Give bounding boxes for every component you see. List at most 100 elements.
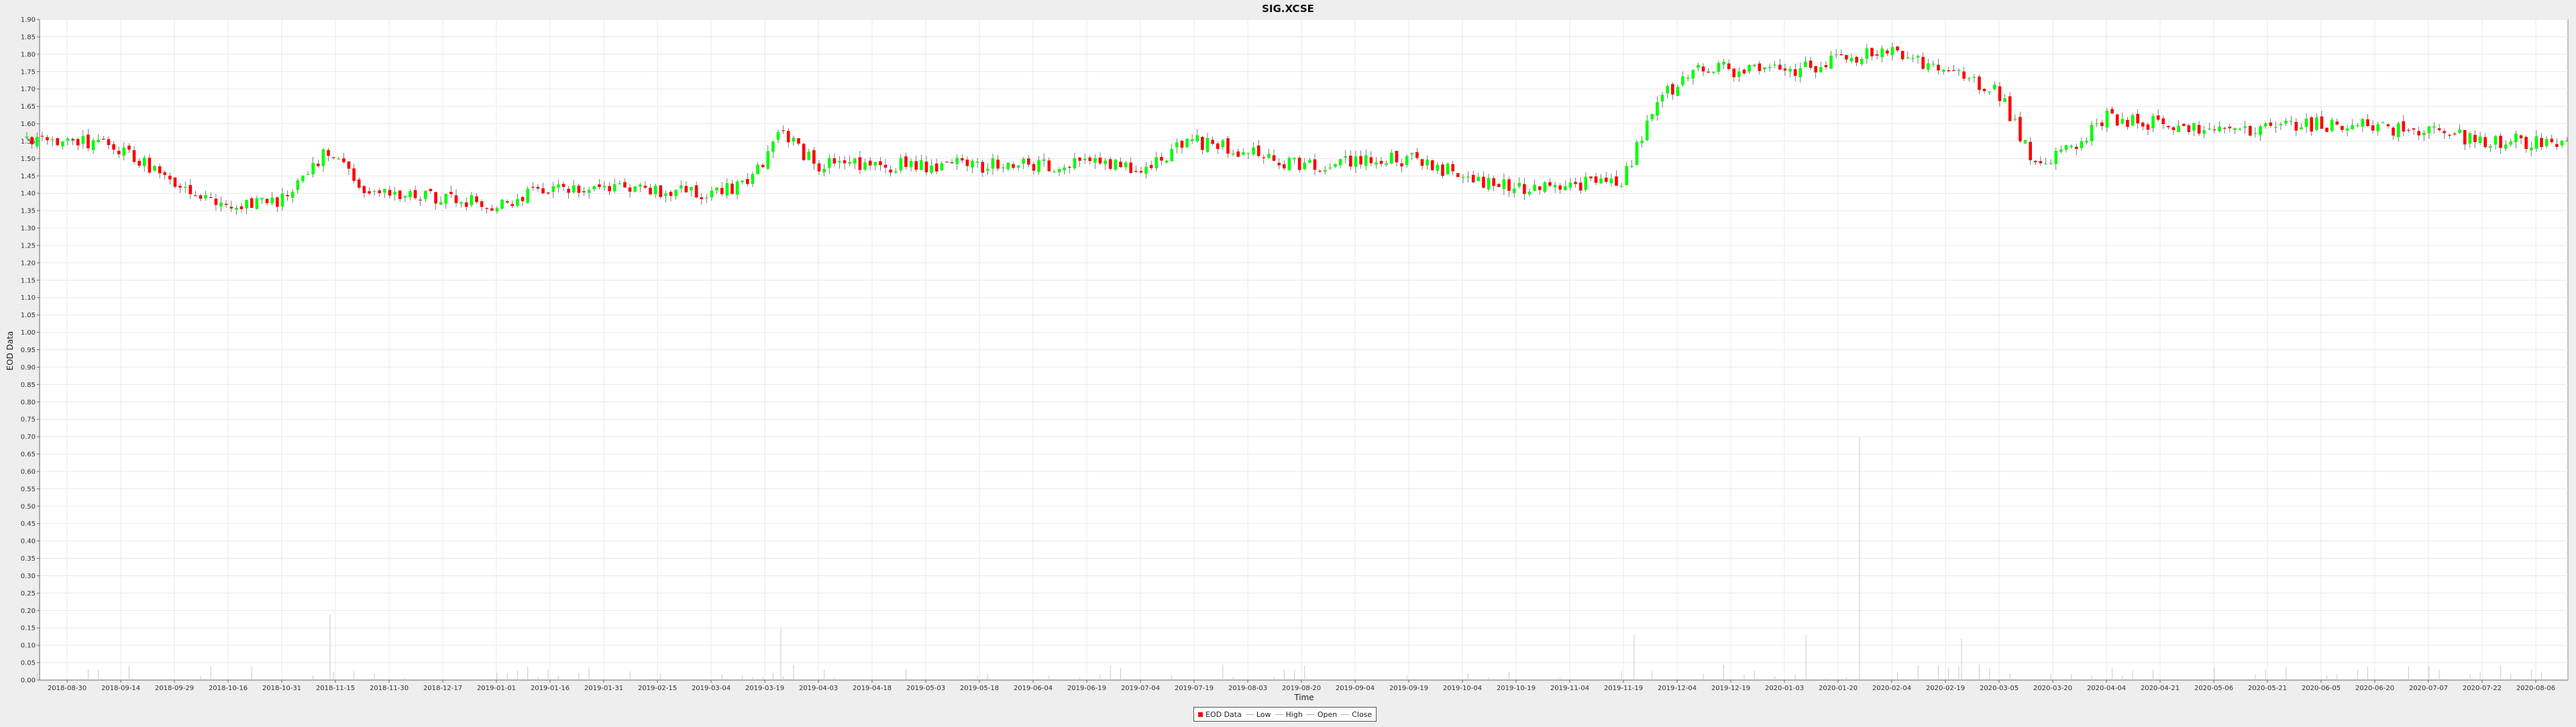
- legend-label-close: Close: [1352, 710, 1373, 719]
- candle-body: [541, 188, 545, 194]
- candle-body: [715, 187, 718, 191]
- candle-body: [1303, 162, 1307, 170]
- candle-body: [409, 190, 412, 197]
- y-tick-label: 1.30: [21, 225, 36, 233]
- candle-body: [2396, 123, 2400, 137]
- candle-body: [1937, 64, 1940, 71]
- y-tick-label: 1.70: [21, 86, 36, 93]
- candle-body: [1906, 57, 1910, 59]
- candle-body: [817, 163, 821, 172]
- candle-body: [2437, 128, 2441, 131]
- candle-body: [1839, 54, 1843, 56]
- x-tick-label: 2018-12-17: [423, 685, 462, 692]
- candle-body: [2351, 125, 2354, 129]
- x-tick-label: 2019-01-16: [531, 685, 570, 692]
- candle-body: [1216, 143, 1220, 149]
- candle-body: [592, 186, 596, 190]
- candle-body: [598, 184, 601, 187]
- candle-body: [132, 150, 136, 162]
- candle-body: [25, 136, 29, 138]
- candle-body: [1027, 158, 1030, 165]
- candle-body: [403, 196, 407, 198]
- legend-swatch-low: [1245, 714, 1254, 715]
- candle-body: [1793, 69, 1797, 76]
- candle-body: [2341, 125, 2344, 130]
- candle-body: [1415, 152, 1419, 158]
- candle-body: [838, 160, 841, 163]
- candle-body: [986, 168, 989, 171]
- candle-body: [1773, 64, 1777, 66]
- candle-body: [1849, 58, 1854, 62]
- candle-body: [1160, 156, 1163, 161]
- candle-body: [1788, 68, 1792, 72]
- candle-body: [1711, 71, 1715, 73]
- candle-body: [776, 132, 780, 140]
- candle-body: [2105, 111, 2109, 128]
- candle-body: [2269, 122, 2273, 126]
- candle-body: [2110, 109, 2114, 114]
- candle-body: [1149, 165, 1153, 168]
- candle-body: [1201, 137, 1204, 150]
- candle-body: [2090, 125, 2094, 142]
- candle-body: [1420, 159, 1424, 166]
- x-tick-label: 2020-01-03: [1765, 685, 1804, 692]
- candle-body: [924, 161, 928, 172]
- candle-body: [1523, 184, 1526, 194]
- candle-body: [1165, 160, 1169, 163]
- candle-body: [434, 192, 437, 204]
- candle-body: [1645, 120, 1649, 141]
- candle-body: [848, 162, 851, 164]
- candle-body: [1047, 160, 1051, 172]
- candle-body: [2177, 125, 2180, 132]
- candle-body: [1385, 163, 1388, 165]
- candle-body: [521, 197, 525, 201]
- x-tick-label: 2018-10-31: [262, 685, 301, 692]
- candle-body: [2443, 131, 2447, 133]
- candle-body: [2059, 149, 2063, 152]
- candle-body: [1594, 176, 1598, 183]
- candle-body: [138, 160, 141, 166]
- candle-body: [81, 135, 85, 144]
- candle-body: [633, 186, 637, 192]
- candle-body: [1359, 156, 1362, 165]
- candle-body: [731, 183, 734, 194]
- candle-body: [587, 189, 591, 193]
- x-tick-label: 2019-10-19: [1497, 685, 1536, 692]
- candle-body: [1349, 156, 1352, 167]
- candle-body: [1947, 70, 1951, 72]
- candle-body: [1900, 50, 1904, 60]
- candle-body: [1697, 64, 1700, 68]
- candle-body: [2325, 127, 2328, 132]
- candle-body: [2074, 146, 2078, 150]
- candle-body: [2478, 136, 2482, 144]
- candle-body: [1783, 68, 1787, 71]
- y-tick-label: 1.25: [21, 242, 36, 249]
- y-tick-label: 1.50: [21, 156, 36, 163]
- candle-body: [2335, 121, 2339, 125]
- candle-body: [2146, 124, 2150, 130]
- candle-body: [1231, 153, 1235, 155]
- x-tick-label: 2020-05-21: [2248, 685, 2287, 692]
- candle-body: [2182, 123, 2186, 126]
- x-tick-label: 2019-10-04: [1443, 685, 1482, 692]
- candle-body: [511, 204, 515, 207]
- y-tick-label: 0.00: [21, 677, 36, 685]
- candle-body: [2064, 145, 2068, 150]
- candle-body: [1073, 158, 1077, 168]
- candle-body: [981, 162, 985, 173]
- candle-body: [1896, 46, 1899, 51]
- legend-label-open: Open: [1317, 710, 1338, 719]
- candle-body: [2131, 115, 2135, 126]
- candle-body: [2141, 122, 2145, 127]
- candle-body: [1190, 139, 1194, 141]
- candle-body: [127, 146, 131, 150]
- candle-body: [1129, 162, 1133, 173]
- candle-body: [2412, 128, 2416, 130]
- candle-body: [46, 137, 49, 141]
- candle-body: [245, 200, 248, 209]
- candle-body: [2085, 140, 2088, 143]
- candle-body: [2212, 129, 2216, 131]
- x-tick-label: 2018-10-16: [209, 685, 248, 692]
- candle-body: [2473, 135, 2477, 142]
- x-tick-label: 2019-07-04: [1121, 685, 1160, 692]
